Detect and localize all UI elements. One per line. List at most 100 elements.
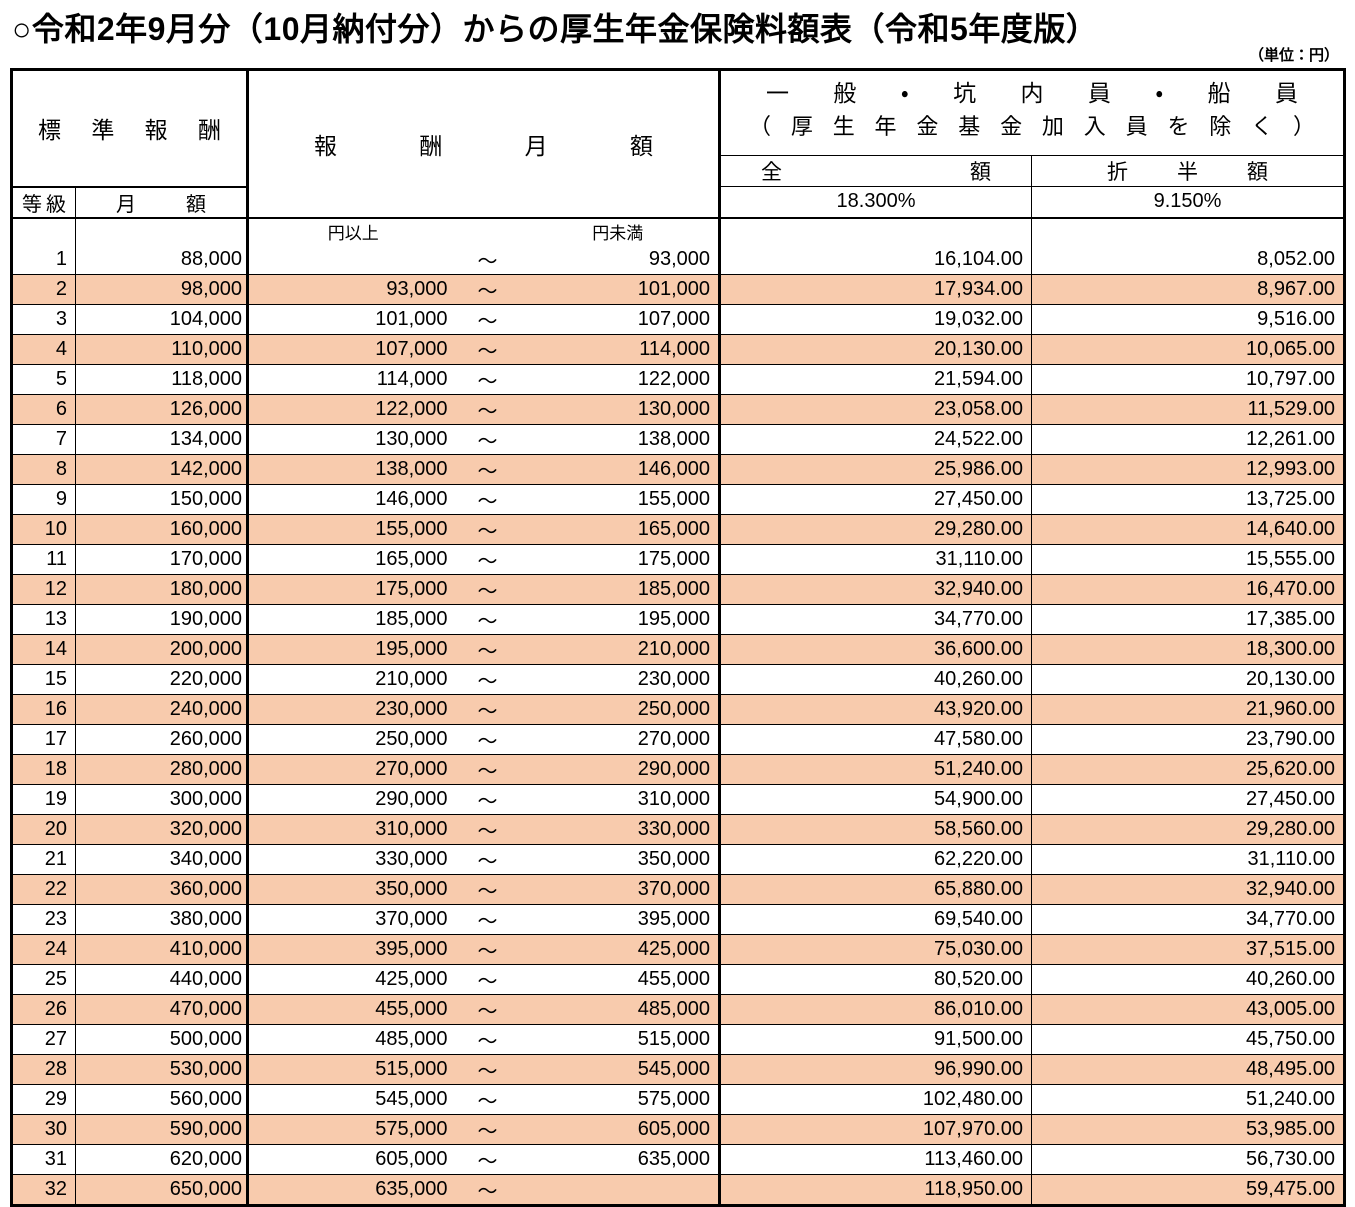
cell-monthly-amount: 590,000 xyxy=(75,1113,249,1144)
cell-range-lower: 575,000 xyxy=(247,1113,458,1144)
cell-half-premium: 43,005.00 xyxy=(1031,993,1345,1024)
cell-half-premium: 17,385.00 xyxy=(1031,603,1345,634)
table-row: 23 380,000 370,000 ～ 395,000 69,540.00 34,770.… xyxy=(11,903,1345,934)
cell-full-premium: 118,950.00 xyxy=(719,1173,1032,1205)
cell-half-premium: 23,790.00 xyxy=(1031,723,1345,754)
cell-grade: 8 xyxy=(11,453,76,484)
cell-grade: 31 xyxy=(11,1143,76,1174)
cell-full-premium: 16,104.00 xyxy=(934,247,1023,270)
table-row: 25 440,000 425,000 ～ 455,000 80,520.00 40,260.… xyxy=(11,963,1345,994)
cell-half-premium: 16,470.00 xyxy=(1031,573,1345,604)
tilde: ～ xyxy=(457,873,518,904)
cell-monthly-amount: 470,000 xyxy=(75,993,249,1024)
cell-full-premium: 36,600.00 xyxy=(719,633,1032,664)
cell-grade: 7 xyxy=(11,423,76,454)
tilde: ～ xyxy=(457,753,518,784)
tilde: ～ xyxy=(477,250,498,273)
cell-range-lower: 107,000 xyxy=(247,333,458,364)
table-row: 24 410,000 395,000 ～ 425,000 75,030.00 37,515.… xyxy=(11,933,1345,964)
cell-range-lower: 270,000 xyxy=(247,753,458,784)
cell-full-premium: 24,522.00 xyxy=(719,423,1032,454)
cell-grade: 23 xyxy=(11,903,76,934)
cell-range-lower: 605,000 xyxy=(247,1143,458,1174)
table-header: 標準報酬 報酬月額 一般・坑内員・船員 （厚生年金基金加入員を除く） 全額 折半… xyxy=(11,69,1345,245)
cell-range-lower: 175,000 xyxy=(247,573,458,604)
cell-range-upper: 575,000 xyxy=(517,1083,721,1114)
cell-full-premium: 17,934.00 xyxy=(719,273,1032,304)
table-row: 20 320,000 310,000 ～ 330,000 58,560.00 29,280.… xyxy=(11,813,1345,844)
cell-grade: 16 xyxy=(11,693,76,724)
cell-grade: 27 xyxy=(11,1023,76,1054)
cell-range-upper: 138,000 xyxy=(517,423,721,454)
table-row: 6 126,000 122,000 ～ 130,000 23,058.00 11,529.0… xyxy=(11,393,1345,424)
cell-monthly-amount: 300,000 xyxy=(75,783,249,814)
cell-full-premium: 34,770.00 xyxy=(719,603,1032,634)
table-row: 15 220,000 210,000 ～ 230,000 40,260.00 20,130.… xyxy=(11,663,1345,694)
cell-half-premium: 11,529.00 xyxy=(1031,393,1345,424)
cell-full-premium: 69,540.00 xyxy=(719,903,1032,934)
cell-range-upper: 455,000 xyxy=(517,963,721,994)
table-row: 1 88,000 ～ 93,000 16,104.00 8,052.00 xyxy=(11,244,1345,274)
cell-monthly-amount: 560,000 xyxy=(75,1083,249,1114)
cell-half-premium: 27,450.00 xyxy=(1031,783,1345,814)
cell-range-lower: 138,000 xyxy=(247,453,458,484)
cell-full-premium: 43,920.00 xyxy=(719,693,1032,724)
table-row: 9 150,000 146,000 ～ 155,000 27,450.00 13,725.0… xyxy=(11,483,1345,514)
cell-full-premium: 27,450.00 xyxy=(719,483,1032,514)
table-row: 3 104,000 101,000 ～ 107,000 19,032.00 9,516.00 xyxy=(11,303,1345,334)
cell-range-upper: 130,000 xyxy=(517,393,721,424)
tilde: ～ xyxy=(457,1083,518,1114)
cell-full-premium: 21,594.00 xyxy=(719,363,1032,394)
cell-range-lower: 146,000 xyxy=(247,483,458,514)
cell-half-premium: 31,110.00 xyxy=(1031,843,1345,874)
cell-range-lower: 330,000 xyxy=(247,843,458,874)
table-row: 26 470,000 455,000 ～ 485,000 86,010.00 43,005.… xyxy=(11,993,1345,1024)
cell-half-premium: 12,993.00 xyxy=(1031,453,1345,484)
cell-range-upper: 370,000 xyxy=(517,873,721,904)
cell-full-premium: 47,580.00 xyxy=(719,723,1032,754)
cell-range-upper: 605,000 xyxy=(517,1113,721,1144)
cell-monthly-amount: 98,000 xyxy=(75,273,249,304)
header-full-rate: 18.300% xyxy=(719,186,1032,219)
cell-range-lower: 122,000 xyxy=(247,393,458,424)
spacer-cell xyxy=(720,218,1032,245)
cell-monthly-amount: 180,000 xyxy=(75,573,249,604)
cell-range-lower: 310,000 xyxy=(247,813,458,844)
cell-range-lower: 290,000 xyxy=(247,783,458,814)
cell-monthly-amount: 500,000 xyxy=(75,1023,249,1054)
cell-full-premium: 113,460.00 xyxy=(719,1143,1032,1174)
table-row: 30 590,000 575,000 ～ 605,000 107,970.00 53,985… xyxy=(11,1113,1345,1144)
cell-range-lower: 370,000 xyxy=(247,903,458,934)
cell-grade: 17 xyxy=(11,723,76,754)
cell-range-lower: 210,000 xyxy=(247,663,458,694)
cell-monthly-amount: 200,000 xyxy=(75,633,249,664)
cell-grade: 24 xyxy=(11,933,76,964)
cell-grade: 32 xyxy=(11,1173,76,1205)
cell-range-upper: 101,000 xyxy=(517,273,721,304)
cell-half-premium: 8,052.00 xyxy=(1031,244,1345,274)
tilde: ～ xyxy=(457,543,518,574)
cell-monthly-amount: 440,000 xyxy=(75,963,249,994)
table-row: 4 110,000 107,000 ～ 114,000 20,130.00 10,065.0… xyxy=(11,333,1345,364)
cell-monthly-amount: 240,000 xyxy=(75,693,249,724)
table-row: 14 200,000 195,000 ～ 210,000 36,600.00 18,300.… xyxy=(11,633,1345,664)
tilde: ～ xyxy=(457,363,518,394)
table-row: 8 142,000 138,000 ～ 146,000 25,986.00 12,993.0… xyxy=(11,453,1345,484)
tilde: ～ xyxy=(457,933,518,964)
cell-range-upper: 270,000 xyxy=(517,723,721,754)
cell-half-premium: 29,280.00 xyxy=(1031,813,1345,844)
cell-half-premium: 32,940.00 xyxy=(1031,873,1345,904)
spacer-cell xyxy=(11,217,76,245)
cell-range-upper: 485,000 xyxy=(517,993,721,1024)
cell-full-premium: 80,520.00 xyxy=(719,963,1032,994)
cell-grade: 6 xyxy=(11,393,76,424)
cell-range-upper: 425,000 xyxy=(517,933,721,964)
cell-monthly-amount: 410,000 xyxy=(75,933,249,964)
cell-half-premium: 14,640.00 xyxy=(1031,513,1345,544)
cell-range-upper: 185,000 xyxy=(517,573,721,604)
cell-full-premium: 96,990.00 xyxy=(719,1053,1032,1084)
tilde: ～ xyxy=(457,663,518,694)
cell-range-upper: 310,000 xyxy=(517,783,721,814)
table-row: 21 340,000 330,000 ～ 350,000 62,220.00 31,110.… xyxy=(11,843,1345,874)
unit-note: （単位：円） xyxy=(1248,47,1339,64)
